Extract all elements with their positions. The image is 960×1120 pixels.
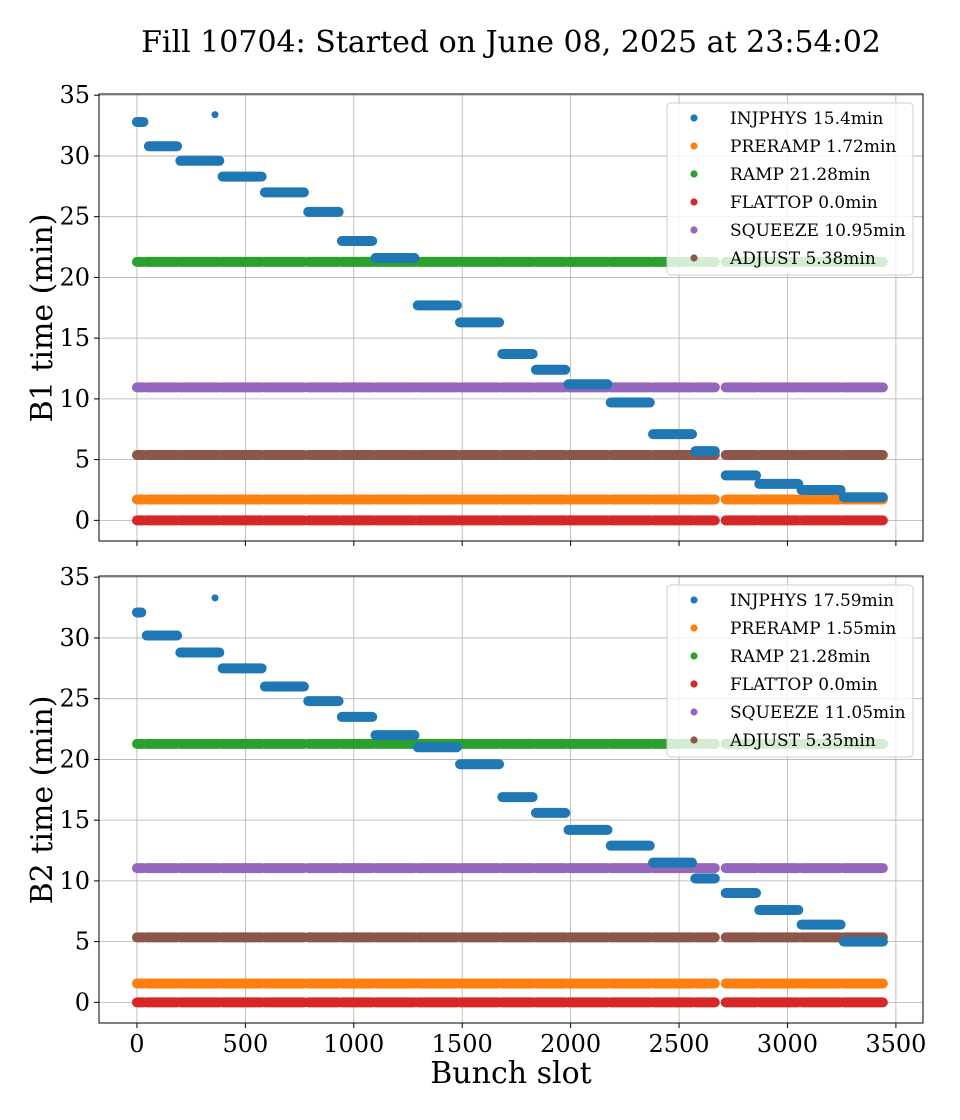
legend: INJPHYS 17.59min PRERAMP 1.55min RAMP 21.2… xyxy=(666,584,914,758)
x-tick-label: 1000 xyxy=(323,1030,384,1058)
legend-marker-flattop xyxy=(690,198,698,206)
y-tick-label: 20 xyxy=(59,263,90,291)
y-tick-label: 20 xyxy=(59,745,90,773)
x-tick-label: 1500 xyxy=(432,1030,493,1058)
legend-marker-ramp xyxy=(690,652,698,660)
legend-marker-preramp xyxy=(690,142,698,150)
x-tick-label: 3500 xyxy=(865,1030,926,1058)
y-tick-label: 15 xyxy=(59,806,90,834)
legend-label-preramp: PRERAMP 1.72min xyxy=(730,137,896,157)
x-tick-label: 3000 xyxy=(757,1030,818,1058)
y-tick-label: 35 xyxy=(59,563,90,591)
chart-title: Fill 10704: Started on June 08, 2025 at … xyxy=(141,25,881,60)
legend: INJPHYS 15.4min PRERAMP 1.72min RAMP 21.28… xyxy=(666,102,914,276)
x-tick-label: 2500 xyxy=(649,1030,710,1058)
y-tick-label: 25 xyxy=(59,685,90,713)
y-axis-label: B1 time (min) xyxy=(25,214,60,423)
legend-label-injphys: INJPHYS 15.4min xyxy=(730,109,883,129)
legend-label-flattop: FLATTOP 0.0min xyxy=(730,193,878,213)
series-injphys-point xyxy=(211,111,219,119)
legend-box xyxy=(666,102,914,276)
x-tick-label: 500 xyxy=(222,1030,268,1058)
y-tick-label: 0 xyxy=(75,988,90,1016)
y-tick-label: 25 xyxy=(59,203,90,231)
legend-label-squeeze: SQUEEZE 11.05min xyxy=(730,703,906,723)
legend-marker-squeeze xyxy=(690,226,698,234)
legend-label-squeeze: SQUEEZE 10.95min xyxy=(730,221,906,241)
x-axis-label: Bunch slot xyxy=(430,1056,591,1091)
legend-label-ramp: RAMP 21.28min xyxy=(730,165,871,185)
legend-marker-flattop xyxy=(690,680,698,688)
y-axis-label: B2 time (min) xyxy=(25,696,60,905)
y-tick-label: 35 xyxy=(59,81,90,109)
series-injphys-point xyxy=(211,594,219,602)
panel-b2: 0 5 10 15 20 25 30 35 0 500 1000 1500 2000 2500 3000 35… xyxy=(25,563,926,1058)
legend-label-preramp: PRERAMP 1.55min xyxy=(730,619,896,639)
y-tick-label: 15 xyxy=(59,324,90,352)
legend-label-adjust: ADJUST 5.38min xyxy=(729,249,876,269)
legend-box xyxy=(666,584,914,758)
legend-label-flattop: FLATTOP 0.0min xyxy=(730,675,878,695)
legend-label-adjust: ADJUST 5.35min xyxy=(729,731,876,751)
legend-label-ramp: RAMP 21.28min xyxy=(730,647,871,667)
y-tick-label: 30 xyxy=(59,142,90,170)
y-tick-label: 10 xyxy=(59,867,90,895)
y-tick-label: 10 xyxy=(59,385,90,413)
legend-marker-ramp xyxy=(690,170,698,178)
data-layer xyxy=(131,594,888,1008)
legend-marker-adjust xyxy=(690,736,698,744)
y-tick-label: 30 xyxy=(59,624,90,652)
legend-marker-preramp xyxy=(690,624,698,632)
legend-marker-injphys xyxy=(690,114,698,122)
x-tick-label: 2000 xyxy=(540,1030,601,1058)
legend-marker-squeeze xyxy=(690,708,698,716)
legend-marker-adjust xyxy=(690,254,698,262)
x-tick-label: 0 xyxy=(129,1030,144,1058)
legend-label-injphys: INJPHYS 17.59min xyxy=(730,591,894,611)
axes-frame xyxy=(98,575,924,1024)
y-tick-label: 5 xyxy=(75,928,90,956)
y-tick-label: 5 xyxy=(75,446,90,474)
data-layer xyxy=(131,111,888,526)
axes-frame xyxy=(98,93,924,542)
legend-marker-injphys xyxy=(690,596,698,604)
panel-b1: 0 5 10 15 20 25 30 35 B1 time (min) INJPHYS 15.4m… xyxy=(25,81,924,546)
y-tick-label: 0 xyxy=(75,506,90,534)
